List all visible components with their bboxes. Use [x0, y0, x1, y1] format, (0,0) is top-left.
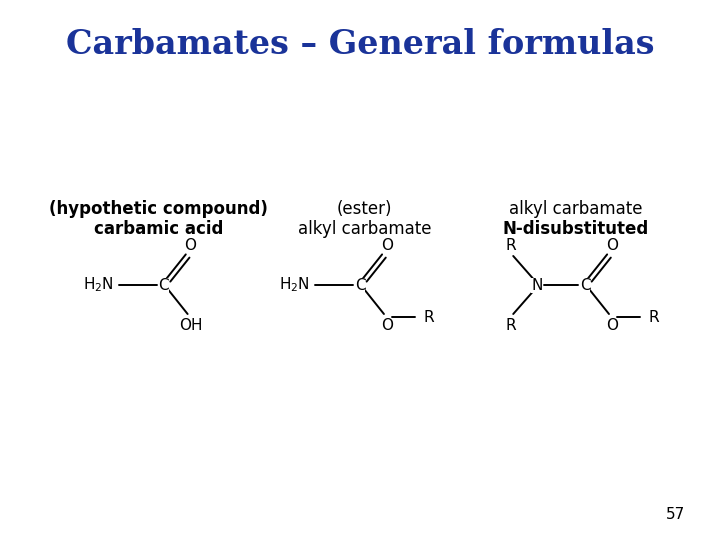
Text: (ester): (ester) — [337, 200, 392, 218]
Text: R: R — [423, 309, 434, 325]
Text: O: O — [606, 319, 618, 334]
Text: N: N — [531, 278, 543, 293]
Text: OH: OH — [179, 319, 202, 334]
Text: R: R — [648, 309, 659, 325]
Text: H$_2$N: H$_2$N — [83, 275, 114, 294]
Text: H$_2$N: H$_2$N — [279, 275, 310, 294]
Text: O: O — [381, 319, 393, 334]
Text: R: R — [505, 319, 516, 334]
Text: C: C — [355, 278, 365, 293]
Text: C: C — [580, 278, 590, 293]
Text: alkyl carbamate: alkyl carbamate — [298, 220, 431, 238]
Text: alkyl carbamate: alkyl carbamate — [509, 200, 642, 218]
Text: 57: 57 — [666, 507, 685, 522]
Text: N-disubstituted: N-disubstituted — [503, 220, 649, 238]
Text: O: O — [381, 238, 393, 253]
Text: (hypothetic compound): (hypothetic compound) — [50, 200, 269, 218]
Text: carbamic acid: carbamic acid — [94, 220, 224, 238]
Text: C: C — [158, 278, 169, 293]
Text: O: O — [606, 238, 618, 253]
Text: R: R — [505, 238, 516, 253]
Text: Carbamates – General formulas: Carbamates – General formulas — [66, 29, 654, 62]
Text: O: O — [184, 238, 197, 253]
